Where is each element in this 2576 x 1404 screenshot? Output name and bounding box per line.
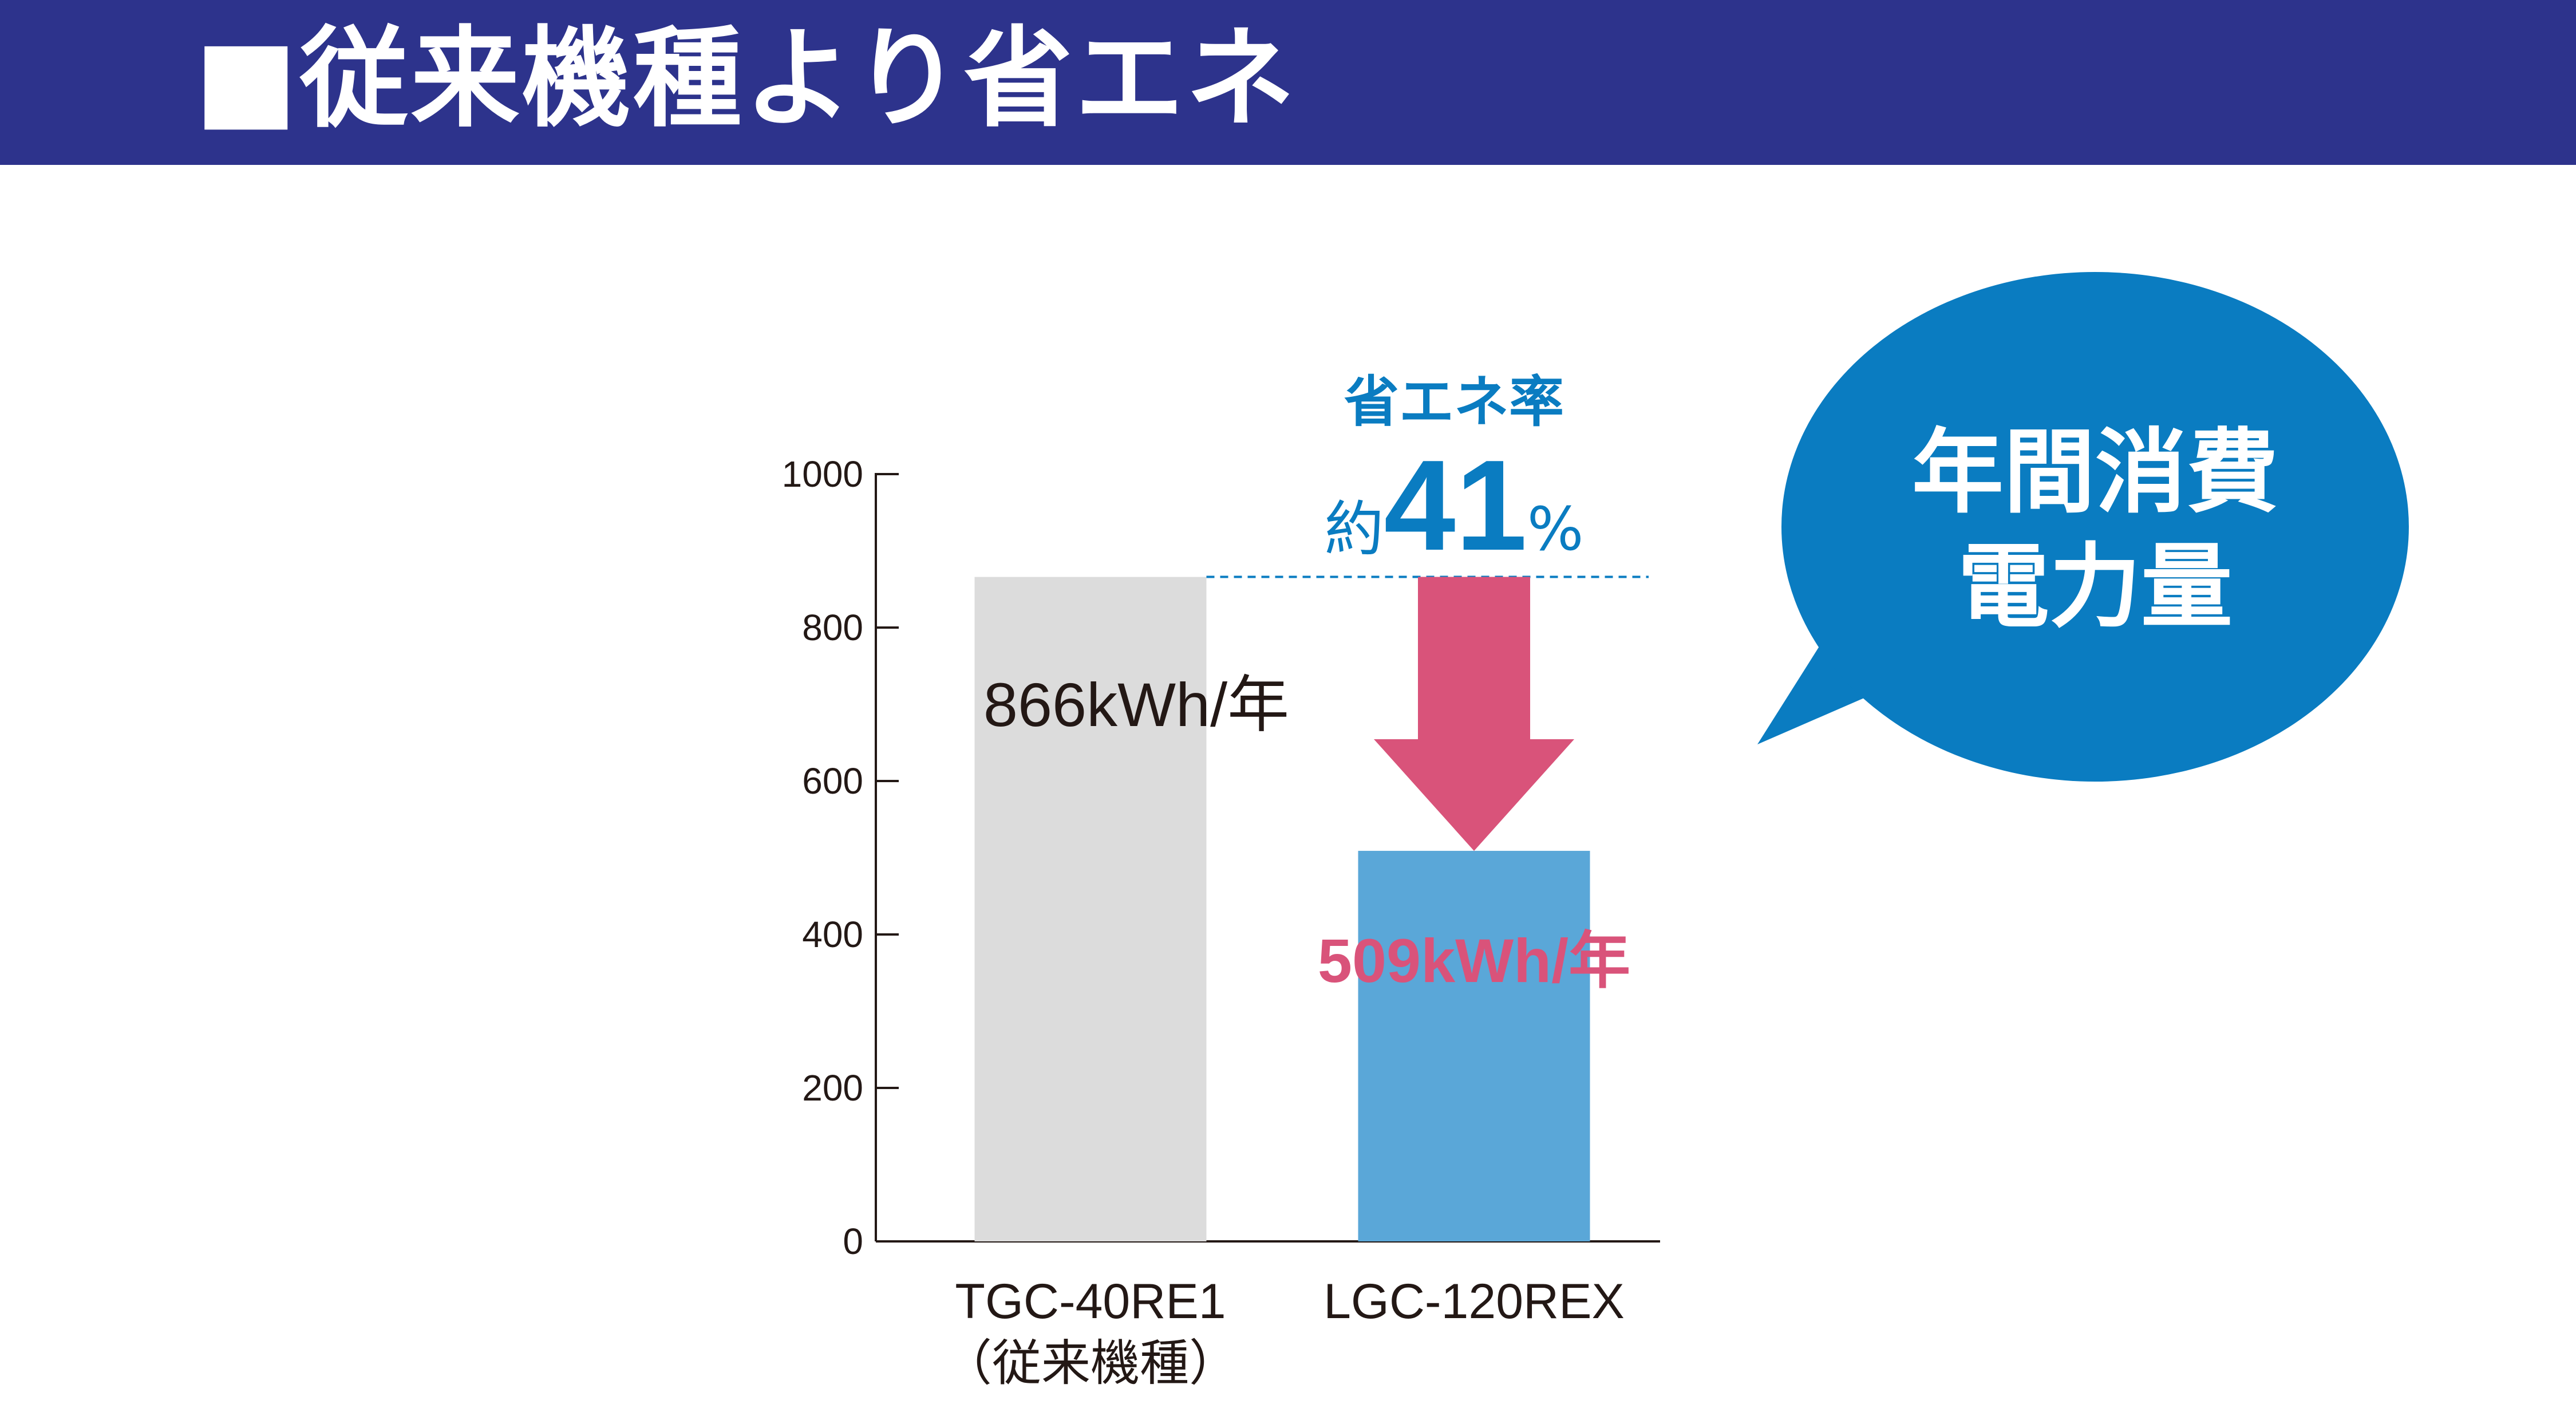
saving-rate-prefix: 約 [1324, 494, 1384, 564]
saving-rate-value: 約41% [1324, 433, 1583, 577]
y-axis: 0 200 400 600 800 1000 [782, 453, 1660, 1262]
bubble-line-1: 年間消費 [1912, 419, 2278, 526]
saving-rate-label: 省エネ率 [1344, 370, 1564, 434]
y-tick-label: 200 [802, 1067, 863, 1109]
header-bar: ■従来機種より省エネ [0, 0, 2576, 165]
bar-new-model [1358, 850, 1590, 1241]
bar-value-label-new: 509kWh/年 [1318, 926, 1630, 995]
bar-old-model [974, 577, 1207, 1241]
bars [974, 577, 1590, 1241]
category-sublabel-old: （従来機種） [943, 1336, 1238, 1391]
category-label-old: TGC-40RE1 [955, 1274, 1226, 1329]
category-label-new: LGC-120REX [1323, 1274, 1625, 1329]
y-tick-label: 0 [843, 1221, 863, 1262]
bubble-line-2: 電力量 [1958, 533, 2233, 640]
speech-bubble: 年間消費 電力量 [1757, 272, 2409, 782]
reduction-arrow [1374, 577, 1574, 851]
y-tick-label: 1000 [782, 453, 863, 495]
bubble-body [1781, 272, 2409, 782]
y-tick-label: 600 [802, 760, 863, 802]
y-tick-label: 400 [802, 914, 863, 955]
page-title: ■従来機種より省エネ [195, 15, 1297, 142]
saving-rate-unit: % [1527, 494, 1584, 564]
saving-rate-number: 41 [1384, 433, 1527, 577]
y-tick-label: 800 [802, 607, 863, 648]
bar-value-label-old: 866kWh/年 [983, 670, 1289, 739]
